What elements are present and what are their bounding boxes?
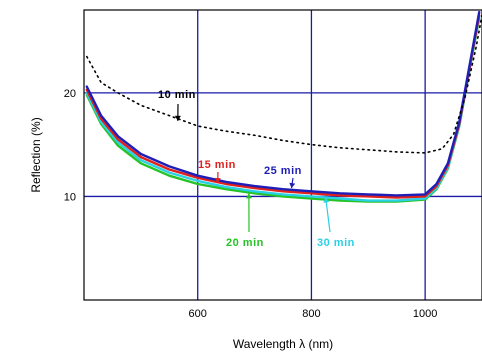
x-tick-label: 1000 xyxy=(413,308,437,320)
annotation-arrow xyxy=(325,197,331,233)
series-line-25-min xyxy=(85,10,481,197)
y-tick-label: 20 xyxy=(64,88,76,100)
tick-layer: 600 800 1000 10 20 xyxy=(64,88,438,320)
series-line-10-min xyxy=(86,14,482,154)
series-layer xyxy=(85,10,482,203)
annotation-label: 10 min xyxy=(158,89,196,101)
y-tick-label: 10 xyxy=(64,191,76,203)
x-axis-title: Wavelength λ (nm) xyxy=(233,337,333,351)
annotation-label: 25 min xyxy=(264,165,302,177)
annotation-label: 20 min xyxy=(226,237,264,249)
annotation-arrowhead xyxy=(323,197,330,203)
y-axis-title: Reflection (%) xyxy=(29,117,43,192)
annotation-arrowhead xyxy=(245,193,252,199)
annotation-arrowhead xyxy=(289,182,296,189)
annotation-label: 15 min xyxy=(198,159,236,171)
annotation-label: 30 min xyxy=(317,237,355,249)
annotation-arrowhead xyxy=(214,177,221,183)
x-tick-label: 600 xyxy=(189,308,207,320)
annotation-layer: 10 min 15 min 20 min 25 min 30 min xyxy=(158,89,355,249)
annotation-arrowhead xyxy=(174,115,181,121)
x-tick-label: 800 xyxy=(302,308,320,320)
plot-frame xyxy=(83,9,482,301)
